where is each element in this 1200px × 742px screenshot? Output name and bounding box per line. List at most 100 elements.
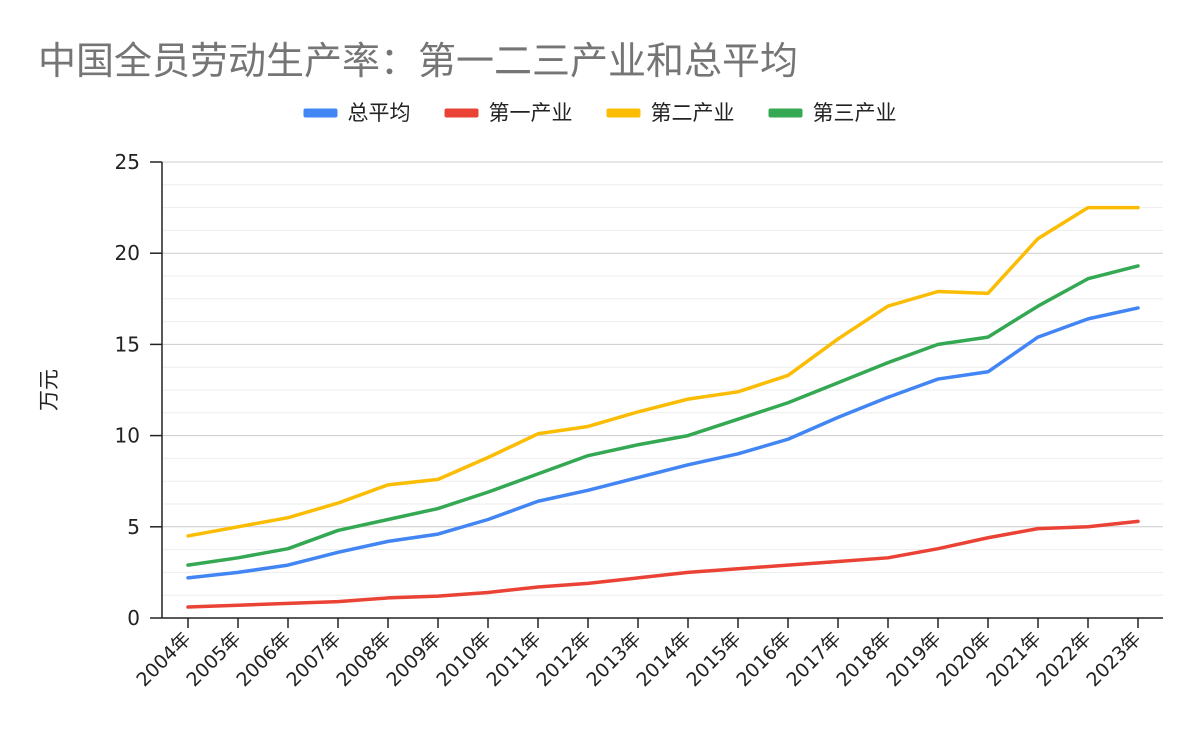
data-point xyxy=(1034,333,1042,341)
data-point xyxy=(984,368,992,376)
data-point xyxy=(234,568,242,576)
legend-swatch[interactable] xyxy=(444,108,479,118)
y-tick-label: 15 xyxy=(115,332,140,356)
data-point xyxy=(634,474,642,482)
data-point xyxy=(584,452,592,460)
data-point xyxy=(784,399,792,407)
data-point xyxy=(834,379,842,387)
data-point xyxy=(184,603,192,611)
data-point xyxy=(484,516,492,524)
data-point xyxy=(984,333,992,341)
x-tick-label: 2008年 xyxy=(332,628,395,691)
legend-swatch[interactable] xyxy=(768,108,803,118)
data-point xyxy=(684,568,692,576)
data-point xyxy=(834,557,842,565)
series-line-2 xyxy=(186,205,1140,538)
data-point xyxy=(534,583,542,591)
data-point xyxy=(634,441,642,449)
y-tick-label: 25 xyxy=(115,150,140,174)
x-tick-label: 2022年 xyxy=(1032,628,1095,691)
data-point xyxy=(784,435,792,443)
data-point xyxy=(1134,517,1142,525)
data-point xyxy=(184,561,192,569)
data-point xyxy=(734,450,742,458)
data-point xyxy=(1034,235,1042,243)
x-tick-label: 2020年 xyxy=(932,628,995,691)
legend-swatch[interactable] xyxy=(303,108,338,118)
x-tick-label: 2012年 xyxy=(532,628,595,691)
data-point xyxy=(1084,275,1092,283)
data-point xyxy=(1034,302,1042,310)
data-point xyxy=(734,388,742,396)
data-point xyxy=(884,554,892,562)
data-point xyxy=(384,481,392,489)
data-point xyxy=(784,371,792,379)
x-tick-label: 2023年 xyxy=(1082,628,1145,691)
x-tick-label: 2021年 xyxy=(982,628,1045,691)
legend-swatch[interactable] xyxy=(606,108,641,118)
series-line-0 xyxy=(186,306,1140,580)
data-point xyxy=(384,537,392,545)
data-point xyxy=(1084,315,1092,323)
data-point xyxy=(284,561,292,569)
x-tick-label: 2015年 xyxy=(682,628,745,691)
x-tick-label: 2006年 xyxy=(232,628,295,691)
data-point xyxy=(834,335,842,343)
data-point xyxy=(934,340,942,348)
legend-label[interactable]: 第二产业 xyxy=(651,101,735,125)
data-point xyxy=(934,545,942,553)
data-point xyxy=(834,413,842,421)
data-point xyxy=(534,430,542,438)
data-point xyxy=(184,532,192,540)
x-tick-label: 2017年 xyxy=(782,628,845,691)
x-tick-label: 2010年 xyxy=(432,628,495,691)
data-point xyxy=(784,561,792,569)
data-point xyxy=(334,499,342,507)
legend-label[interactable]: 第一产业 xyxy=(489,101,573,125)
chart-title: 中国全员劳动生产率：第一二三产业和总平均 xyxy=(38,39,799,83)
series-line-3 xyxy=(186,264,1140,567)
data-point xyxy=(334,526,342,534)
data-point xyxy=(534,497,542,505)
data-point xyxy=(434,475,442,483)
y-tick-label: 5 xyxy=(127,515,140,539)
data-point xyxy=(934,288,942,296)
data-point xyxy=(534,470,542,478)
data-point xyxy=(634,574,642,582)
x-tick-label: 2016年 xyxy=(732,628,795,691)
y-tick-label: 20 xyxy=(115,241,140,265)
data-point xyxy=(934,375,942,383)
data-point xyxy=(234,601,242,609)
legend-label[interactable]: 总平均 xyxy=(348,101,411,125)
data-point xyxy=(1084,204,1092,212)
data-point xyxy=(1134,262,1142,270)
data-point xyxy=(584,579,592,587)
x-tick-label: 2011年 xyxy=(482,628,545,691)
data-point xyxy=(334,548,342,556)
data-point xyxy=(584,422,592,430)
data-point xyxy=(684,432,692,440)
x-tick-label: 2013年 xyxy=(582,628,645,691)
y-tick-label: 0 xyxy=(127,606,140,630)
data-point xyxy=(584,486,592,494)
legend-label[interactable]: 第三产业 xyxy=(813,101,897,125)
data-point xyxy=(484,453,492,461)
series-line-1 xyxy=(186,519,1140,609)
data-point xyxy=(234,523,242,531)
data-point xyxy=(334,598,342,606)
y-axis-title: 万元 xyxy=(37,369,61,411)
data-point xyxy=(1034,525,1042,533)
y-tick-label: 10 xyxy=(115,424,140,448)
x-tick-label: 2004年 xyxy=(132,628,195,691)
data-point xyxy=(684,461,692,469)
data-point xyxy=(984,289,992,297)
data-point xyxy=(384,594,392,602)
data-point xyxy=(634,408,642,416)
data-point xyxy=(884,393,892,401)
data-point xyxy=(284,599,292,607)
x-tick-label: 2014年 xyxy=(632,628,695,691)
data-point xyxy=(434,530,442,538)
data-point xyxy=(184,574,192,582)
